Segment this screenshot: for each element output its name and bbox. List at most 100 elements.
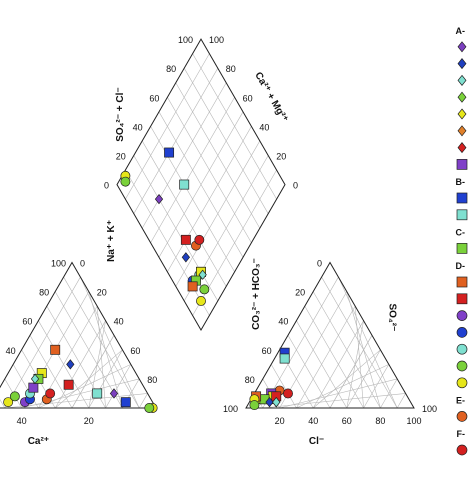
- diamond-grid: [125, 53, 210, 200]
- sample-point: [187, 281, 198, 292]
- diamond-grid: [133, 68, 219, 214]
- grid-lines: [0, 53, 406, 409]
- anion-triangle-grid: [287, 335, 331, 409]
- tick-label: 80: [245, 375, 255, 385]
- cation-triangle-grid: [54, 291, 123, 409]
- sample-points: [3, 147, 293, 413]
- tick-label: 20: [295, 288, 305, 298]
- sample-point: [272, 397, 281, 408]
- sample-point: [198, 269, 207, 280]
- legend-marker: [457, 91, 467, 103]
- tick-label: 20: [276, 151, 286, 161]
- legend-marker: [456, 444, 468, 456]
- legend-group-label: B-: [456, 177, 466, 187]
- diamond-grid: [158, 111, 244, 258]
- tick-label: 60: [130, 346, 140, 356]
- legend: A- B- C- D- E- F-: [456, 26, 468, 456]
- tick-label: 40: [114, 317, 124, 327]
- tick-label: 0: [80, 259, 85, 269]
- cation-triangle-grid: [138, 393, 148, 409]
- tick-label: 0: [104, 181, 109, 191]
- tick-label: 20: [275, 416, 285, 426]
- sample-point: [199, 284, 210, 295]
- anion-triangle-grid: [312, 291, 381, 409]
- legend-marker: [456, 192, 468, 204]
- tick-label: 40: [17, 416, 27, 426]
- tick-label: 80: [147, 375, 157, 385]
- sample-point: [196, 296, 206, 306]
- anion-triangle-grid: [396, 393, 406, 409]
- sample-point: [50, 344, 61, 355]
- tick-label: 100: [178, 35, 193, 45]
- tick-label: 80: [39, 288, 49, 298]
- tick-label: 80: [375, 416, 385, 426]
- cation-triangle-grid: [0, 399, 6, 409]
- tick-label: 60: [262, 346, 272, 356]
- tick-label: 40: [259, 122, 269, 132]
- cation-triangle-grid: [71, 335, 115, 409]
- sample-point: [180, 234, 191, 245]
- legend-marker: [456, 276, 468, 288]
- axis-label-ca-mg: Ca²⁺ + Mg²⁺: [252, 70, 289, 124]
- anion-triangle-grid: [270, 364, 297, 409]
- axis-label-ca: Ca²⁺: [28, 436, 49, 447]
- anion-triangle-grid: [304, 306, 364, 409]
- cation-triangle-grid: [4, 276, 81, 409]
- sample-point: [66, 359, 75, 370]
- legend-marker: [456, 310, 468, 321]
- sample-point: [9, 391, 20, 402]
- tick-label: 0: [317, 259, 322, 269]
- sample-point: [154, 193, 164, 205]
- diamond-grid: [192, 53, 277, 200]
- tick-label: 40: [308, 416, 318, 426]
- anion-triangle-grid: [262, 276, 339, 409]
- tick-label: 40: [278, 317, 288, 327]
- legend-marker: [457, 125, 467, 137]
- sample-point: [92, 388, 103, 399]
- tick-label: 20: [97, 288, 107, 298]
- sample-point: [120, 397, 131, 408]
- tick-label: 80: [226, 64, 236, 74]
- axis-label-na-k: Na⁺ + K⁺: [106, 220, 117, 262]
- tick-label: 20: [84, 416, 94, 426]
- tick-label: 60: [342, 416, 352, 426]
- legend-marker: [456, 159, 468, 170]
- sample-point: [45, 388, 56, 399]
- legend-group-label: A-: [456, 26, 466, 36]
- tick-label: 100: [422, 404, 437, 414]
- anion-triangle-grid: [329, 335, 373, 409]
- axis-label-so4-cl: SO₄²⁻ + Cl⁻: [115, 87, 126, 142]
- legend-marker: [457, 108, 467, 120]
- axis-label-cl: Cl⁻: [309, 436, 324, 447]
- diamond-grid: [175, 82, 261, 229]
- cation-triangle-grid: [105, 364, 132, 409]
- legend-group-label: C-: [456, 228, 466, 238]
- cation-triangle-grid: [96, 306, 106, 409]
- cation-triangle-grid: [63, 276, 140, 409]
- sample-point: [120, 176, 131, 187]
- anion-triangle-grid: [363, 364, 390, 409]
- sample-point: [144, 403, 155, 413]
- tick-label: 40: [133, 122, 143, 132]
- sample-point: [109, 388, 119, 399]
- legend-marker: [457, 41, 467, 53]
- cation-triangle-grid: [80, 276, 140, 409]
- sample-point: [3, 397, 14, 408]
- legend-marker: [456, 377, 468, 389]
- anion-triangle-grid: [296, 306, 356, 409]
- sample-point: [279, 353, 290, 364]
- cation-triangle-outline: [0, 261, 157, 409]
- axis-label-co3-hco3: CO₃²⁻ + HCO₃⁻: [251, 258, 262, 330]
- legend-marker: [456, 209, 468, 221]
- sample-point: [179, 179, 190, 190]
- legend-marker: [456, 243, 468, 254]
- legend-marker: [457, 142, 467, 154]
- sample-point: [194, 234, 205, 245]
- anion-triangle-grid: [338, 276, 398, 409]
- legend-marker: [456, 360, 468, 372]
- sample-point: [181, 252, 191, 263]
- sample-point: [283, 388, 293, 399]
- tick-label: 60: [149, 93, 159, 103]
- tick-label: 20: [116, 151, 126, 161]
